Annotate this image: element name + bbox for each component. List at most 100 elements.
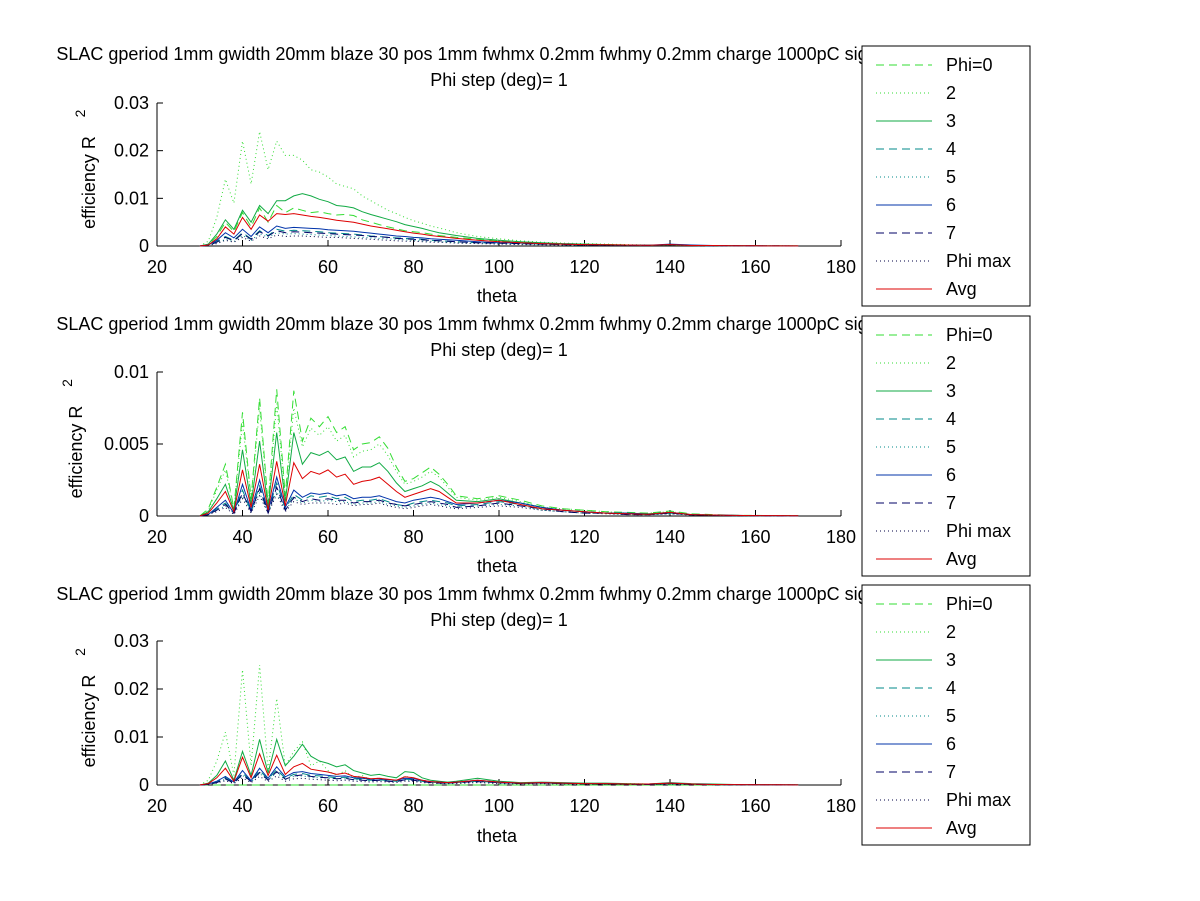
x-tick-label: 140 xyxy=(655,527,685,547)
legend-label: 4 xyxy=(946,678,956,698)
legend-label: 6 xyxy=(946,195,956,215)
legend-label: 5 xyxy=(946,437,956,457)
series-line-9 xyxy=(199,461,799,517)
x-tick-label: 20 xyxy=(147,257,167,277)
chart-panel-1: SLAC gperiod 1mm gwidth 20mm blaze 30 po… xyxy=(56,44,1031,307)
legend-box xyxy=(861,45,1031,307)
y-axis-label-superscript: 2 xyxy=(59,379,75,387)
legend-box xyxy=(861,584,1031,846)
x-tick-label: 80 xyxy=(403,257,423,277)
series-line-9 xyxy=(199,752,799,786)
legend-label: Avg xyxy=(946,549,977,569)
x-tick-label: 160 xyxy=(740,527,770,547)
legend-label: 5 xyxy=(946,167,956,187)
x-tick-label: 180 xyxy=(826,257,856,277)
legend-label: Phi max xyxy=(946,521,1011,541)
x-tick-label: 20 xyxy=(147,527,167,547)
legend-label: 7 xyxy=(946,493,956,513)
legend-label: 2 xyxy=(946,622,956,642)
legend-label: 3 xyxy=(946,111,956,131)
series-line-5 xyxy=(199,232,799,247)
legend: Phi=0 2 3 4 5 6 7 Phi max Avg xyxy=(861,315,1031,577)
legend-label: 2 xyxy=(946,353,956,373)
x-tick-label: 40 xyxy=(232,796,252,816)
y-tick-label: 0.01 xyxy=(114,362,149,382)
x-tick-label: 120 xyxy=(569,527,599,547)
series-line-8 xyxy=(199,493,799,517)
legend: Phi=0 2 3 4 5 6 7 Phi max Avg xyxy=(861,45,1031,307)
x-tick-label: 140 xyxy=(655,796,685,816)
legend: Phi=0 2 3 4 5 6 7 Phi max Avg xyxy=(861,584,1031,846)
x-axis-label: theta xyxy=(477,556,518,576)
x-tick-label: 80 xyxy=(403,796,423,816)
y-tick-label: 0.01 xyxy=(114,727,149,747)
series-line-8 xyxy=(199,775,799,786)
y-tick-label: 0.03 xyxy=(114,631,149,651)
legend-label: Phi=0 xyxy=(946,325,993,345)
legend-label: Phi max xyxy=(946,790,1011,810)
x-tick-label: 40 xyxy=(232,527,252,547)
chart-title: SLAC gperiod 1mm gwidth 20mm blaze 30 po… xyxy=(56,584,941,604)
legend-box xyxy=(861,315,1031,577)
chart-subtitle: Phi step (deg)= 1 xyxy=(430,610,568,630)
legend-label: Phi max xyxy=(946,251,1011,271)
y-tick-label: 0.01 xyxy=(114,188,149,208)
series-line-5 xyxy=(199,771,799,786)
chart-title: SLAC gperiod 1mm gwidth 20mm blaze 30 po… xyxy=(56,44,941,64)
x-axis-label: theta xyxy=(477,286,518,306)
x-axis-label: theta xyxy=(477,826,518,846)
x-tick-label: 160 xyxy=(740,257,770,277)
legend-label: Phi=0 xyxy=(946,55,993,75)
series-line-2 xyxy=(199,664,799,786)
x-tick-label: 160 xyxy=(740,796,770,816)
x-tick-label: 100 xyxy=(484,527,514,547)
series-line-2 xyxy=(199,131,799,247)
legend-label: 3 xyxy=(946,381,956,401)
y-tick-label: 0.02 xyxy=(114,679,149,699)
series-line-9 xyxy=(199,213,799,247)
legend-label: 3 xyxy=(946,650,956,670)
chart-subtitle: Phi step (deg)= 1 xyxy=(430,70,568,90)
y-axis-label: efficiency R xyxy=(66,406,86,499)
legend-label: 6 xyxy=(946,734,956,754)
legend-label: 4 xyxy=(946,139,956,159)
series-line-3 xyxy=(199,193,799,247)
y-tick-label: 0 xyxy=(139,236,149,256)
x-tick-label: 120 xyxy=(569,257,599,277)
x-tick-label: 180 xyxy=(826,796,856,816)
x-tick-label: 60 xyxy=(318,257,338,277)
legend-label: 6 xyxy=(946,465,956,485)
x-tick-label: 20 xyxy=(147,796,167,816)
y-axis-label-superscript: 2 xyxy=(72,648,88,656)
x-tick-label: 100 xyxy=(484,257,514,277)
legend-label: 7 xyxy=(946,223,956,243)
legend-label: Avg xyxy=(946,279,977,299)
x-tick-label: 60 xyxy=(318,796,338,816)
y-axis-label-superscript: 2 xyxy=(72,109,88,117)
x-tick-label: 60 xyxy=(318,527,338,547)
legend-label: 2 xyxy=(946,83,956,103)
x-tick-label: 100 xyxy=(484,796,514,816)
legend-label: 4 xyxy=(946,409,956,429)
chart-title: SLAC gperiod 1mm gwidth 20mm blaze 30 po… xyxy=(56,314,941,334)
x-tick-label: 120 xyxy=(569,796,599,816)
chart-subtitle: Phi step (deg)= 1 xyxy=(430,340,568,360)
y-tick-label: 0 xyxy=(139,775,149,795)
legend-label: Phi=0 xyxy=(946,594,993,614)
y-tick-label: 0.02 xyxy=(114,141,149,161)
x-tick-label: 180 xyxy=(826,527,856,547)
y-axis-label: efficiency R xyxy=(79,675,99,768)
series-line-1 xyxy=(199,389,799,517)
legend-label: Avg xyxy=(946,818,977,838)
x-tick-label: 80 xyxy=(403,527,423,547)
chart-panel-3: SLAC gperiod 1mm gwidth 20mm blaze 30 po… xyxy=(56,584,1031,846)
legend-label: 5 xyxy=(946,706,956,726)
x-tick-label: 140 xyxy=(655,257,685,277)
legend-label: 7 xyxy=(946,762,956,782)
y-tick-label: 0.03 xyxy=(114,93,149,113)
y-tick-label: 0.005 xyxy=(104,434,149,454)
y-tick-label: 0 xyxy=(139,506,149,526)
y-axis-label: efficiency R xyxy=(79,136,99,229)
x-tick-label: 40 xyxy=(232,257,252,277)
